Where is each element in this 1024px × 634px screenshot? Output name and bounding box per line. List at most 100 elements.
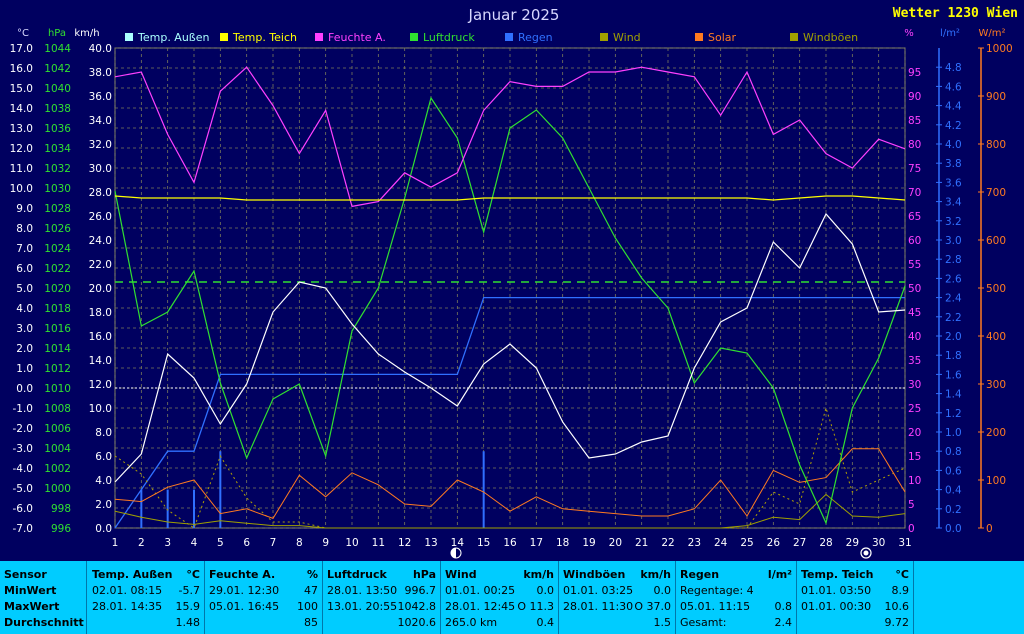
cell-time: 01.01. 00:25 <box>445 584 516 597</box>
luftdruck-column: Luftdruck hPa 28.01. 13:50 996.7 13.01. 20:5… <box>323 561 441 634</box>
durchschnitt-label: Durchschnitt <box>4 616 84 629</box>
day-tick-label: 9 <box>322 537 329 549</box>
solar-tick-label: 100 <box>986 475 1006 487</box>
temp-tick-label: 9.0 <box>16 203 33 215</box>
rain-tick-label: 4.8 <box>945 62 962 74</box>
cell-time: 01.01. 03:50 <box>801 584 872 597</box>
legend-label: Temp. Außen <box>137 31 210 44</box>
pressure-tick-label: 996 <box>51 523 71 535</box>
pressure-tick-label: 1006 <box>44 423 71 435</box>
pressure-tick-label: 1040 <box>44 83 71 95</box>
rain-tick-label: 4.4 <box>945 101 962 113</box>
pressure-tick-label: 1044 <box>44 43 71 55</box>
regen-column: Regen l/m² Regentage: 4 05.01. 11:15 0.8 Gesa… <box>676 561 797 634</box>
day-tick-label: 20 <box>609 537 622 549</box>
wind-tick-label: 12.0 <box>89 379 112 391</box>
rain-tick-label: 0.6 <box>945 465 962 477</box>
table-row: 28.01. 12:45 O 11.3 <box>445 599 554 614</box>
chart-title: Januar 2025 <box>468 6 560 24</box>
column-header: Luftdruck hPa <box>327 567 436 582</box>
solar-tick-label: 300 <box>986 379 1006 391</box>
wind-column: Wind km/h 01.01. 00:25 0.0 28.01. 12:45 O 11.… <box>441 561 559 634</box>
humidity-tick-label: 5 <box>908 499 915 511</box>
rain-tick-label: 4.2 <box>945 120 962 132</box>
rain-cumulative-line <box>114 296 905 529</box>
day-tick-label: 22 <box>661 537 674 549</box>
day-tick-label: 21 <box>635 537 648 549</box>
cell-time: 13.01. 20:55 <box>327 600 398 613</box>
cell-value: 996.7 <box>404 584 437 597</box>
humidity-line <box>114 66 906 208</box>
column-unit: °C <box>186 568 200 581</box>
day-tick-label: 31 <box>898 537 911 549</box>
solar-line <box>114 448 906 520</box>
wind-tick-label: 20.0 <box>89 283 112 295</box>
temp-tick-label: 17.0 <box>10 43 33 55</box>
solar-tick-label: 800 <box>986 139 1006 151</box>
humidity-tick-label: 40 <box>908 331 921 343</box>
rain-tick-label: 4.0 <box>945 139 962 151</box>
wind-tick-label: 34.0 <box>89 115 112 127</box>
pressure-tick-label: 1008 <box>44 403 71 415</box>
pressure-tick-label: 1012 <box>44 363 71 375</box>
cell-value: 1042.8 <box>397 600 437 613</box>
rain-tick-label: 3.8 <box>945 158 962 170</box>
column-header: Temp. Teich °C <box>801 567 909 582</box>
wind-tick-label: 18.0 <box>89 307 112 319</box>
cell-value: O 37.0 <box>634 600 671 613</box>
day-tick-label: 8 <box>296 537 303 549</box>
temp-tick-label: 5.0 <box>16 283 33 295</box>
temp-tick-label: -3.0 <box>13 443 34 455</box>
rain-tick-label: 0.2 <box>945 504 962 516</box>
table-row: 01.01. 03:25 0.0 <box>563 583 671 598</box>
cell-value: 1020.6 <box>397 616 437 629</box>
wind-tick-label: 16.0 <box>89 331 112 343</box>
temp-tick-label: -4.0 <box>13 463 34 475</box>
day-tick-label: 2 <box>138 537 145 549</box>
legend-swatch <box>505 33 513 41</box>
cell-value: 47 <box>304 584 318 597</box>
column-title: Windböen <box>563 568 626 581</box>
column-header: Regen l/m² <box>680 567 792 582</box>
rain-tick-label: 1.6 <box>945 369 962 381</box>
rain-tick-label: 1.4 <box>945 389 962 401</box>
table-row: Regentage: 4 <box>680 583 792 598</box>
cell-time: 05.01. 16:45 <box>209 600 280 613</box>
legend-label: Feuchte A. <box>328 31 386 44</box>
cell-time: 01.01. 00:30 <box>801 600 872 613</box>
pressure-tick-label: 1022 <box>44 263 71 275</box>
day-tick-label: 11 <box>372 537 385 549</box>
day-tick-label: 13 <box>424 537 437 549</box>
humidity-tick-label: 90 <box>908 91 921 103</box>
minwert-label: MinWert <box>4 584 57 597</box>
column-header: Feuchte A.% <box>209 567 318 582</box>
wind-tick-label: 40.0 <box>89 43 112 55</box>
day-tick-label: 23 <box>688 537 701 549</box>
table-row: 01.01. 00:30 10.6 <box>801 599 909 614</box>
wind-tick-label: 2.0 <box>95 499 112 511</box>
cell-value: 8.9 <box>891 584 910 597</box>
temp-tick-label: 12.0 <box>10 143 33 155</box>
rain-tick-label: 2.6 <box>945 273 962 285</box>
day-tick-label: 19 <box>582 537 595 549</box>
day-tick-label: 3 <box>164 537 171 549</box>
cell-time: 01.01. 03:25 <box>563 584 634 597</box>
cell-value: -5.7 <box>178 584 200 597</box>
day-tick-label: 28 <box>819 537 832 549</box>
table-row: 28.01. 14:35 15.9 <box>92 599 200 614</box>
column-title: Temp. Teich <box>801 568 874 581</box>
cell-value: O 11.3 <box>517 600 554 613</box>
day-tick-label: 25 <box>740 537 753 549</box>
rain-tick-label: 0.8 <box>945 446 962 458</box>
statistics-table: Sensor MinWert MaxWert Durchschnitt Temp… <box>0 561 1024 634</box>
table-row: 28.01. 13:50 996.7 <box>327 583 436 598</box>
rain-tick-label: 0.0 <box>945 523 962 535</box>
legend-label: Temp. Teich <box>232 31 297 44</box>
table-row: 265.0 km 0.4 <box>445 615 554 630</box>
day-tick-label: 12 <box>398 537 411 549</box>
rain-tick-label: 0.4 <box>945 485 962 497</box>
temp-tick-label: 4.0 <box>16 303 33 315</box>
column-title: Feuchte A. <box>209 568 276 581</box>
pressure-tick-label: 1004 <box>44 443 71 455</box>
